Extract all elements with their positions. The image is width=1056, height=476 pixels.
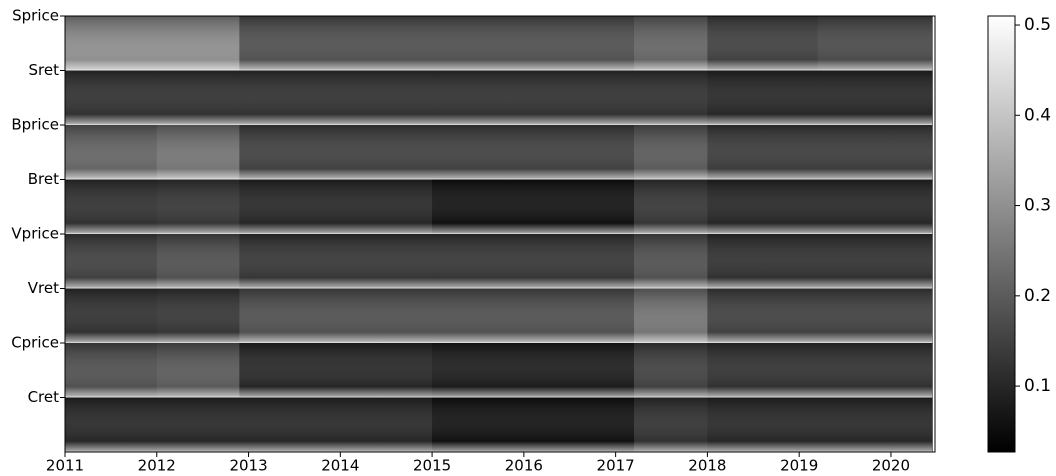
- y-tick-label: Bprice: [11, 116, 59, 134]
- y-tick-label: Vprice: [11, 225, 59, 243]
- plot-frame: [64, 15, 936, 453]
- x-tick-label: 2012: [138, 457, 176, 475]
- axes: Sprice Sret Bprice Bret Vprice Vret Cprice Cret…: [11, 7, 936, 475]
- colorbar: [987, 15, 1016, 453]
- x-tick-label: 2018: [688, 457, 726, 475]
- band-shade: [65, 234, 933, 289]
- y-tick-label: Vret: [28, 279, 59, 297]
- y-tick-label: Bret: [28, 170, 59, 188]
- band-shade: [65, 288, 933, 343]
- y-tick-label: Cprice: [11, 334, 59, 352]
- x-tick-label: 2020: [872, 457, 910, 475]
- band-shade: [65, 397, 933, 452]
- band-shade: [65, 343, 933, 398]
- colorbar-tick-label: 0.1: [1024, 376, 1051, 396]
- colorbar-group: 0.1 0.2 0.3 0.4 0.5: [987, 15, 1051, 453]
- y-tick-label: Sret: [29, 61, 60, 79]
- colorbar-tick-label: 0.2: [1024, 286, 1051, 306]
- band-shade: [65, 16, 933, 71]
- colorbar-tick-label: 0.5: [1024, 15, 1051, 35]
- y-tick-label: Cret: [28, 388, 60, 406]
- x-tick-label: 2017: [597, 457, 635, 475]
- x-tick-label: 2015: [413, 457, 451, 475]
- colorbar-tick-label: 0.3: [1024, 196, 1051, 216]
- band-shade: [65, 125, 933, 180]
- x-tick-label: 2019: [780, 457, 818, 475]
- band-shade: [65, 70, 933, 125]
- band-shade: [65, 179, 933, 234]
- colorbar-tick-label: 0.4: [1024, 105, 1051, 125]
- x-tick-label: 2013: [229, 457, 267, 475]
- y-tick-label: Sprice: [12, 7, 59, 25]
- x-tick-label: 2011: [46, 457, 84, 475]
- x-tick-label: 2016: [505, 457, 543, 475]
- heatmap: [65, 16, 933, 453]
- x-tick-label: 2014: [321, 457, 359, 475]
